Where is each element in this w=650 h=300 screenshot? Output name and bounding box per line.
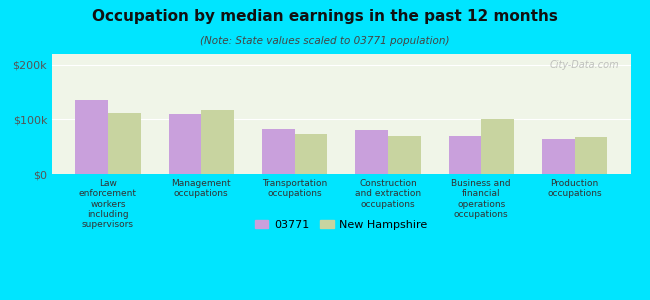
Bar — [356, 130, 388, 174]
Bar — [202, 110, 234, 174]
Bar — [388, 136, 421, 174]
Bar — [75, 100, 108, 174]
Bar — [168, 114, 202, 174]
Bar — [262, 129, 294, 174]
Text: Occupation by median earnings in the past 12 months: Occupation by median earnings in the pas… — [92, 9, 558, 24]
Bar — [108, 113, 140, 174]
Bar — [448, 136, 481, 174]
Legend: 03771, New Hampshire: 03771, New Hampshire — [251, 216, 432, 234]
Bar — [542, 139, 575, 174]
Bar — [294, 134, 327, 174]
Text: (Note: State values scaled to 03771 population): (Note: State values scaled to 03771 popu… — [200, 36, 450, 46]
Text: City-Data.com: City-Data.com — [549, 60, 619, 70]
Bar — [481, 119, 514, 174]
Bar — [575, 137, 607, 174]
